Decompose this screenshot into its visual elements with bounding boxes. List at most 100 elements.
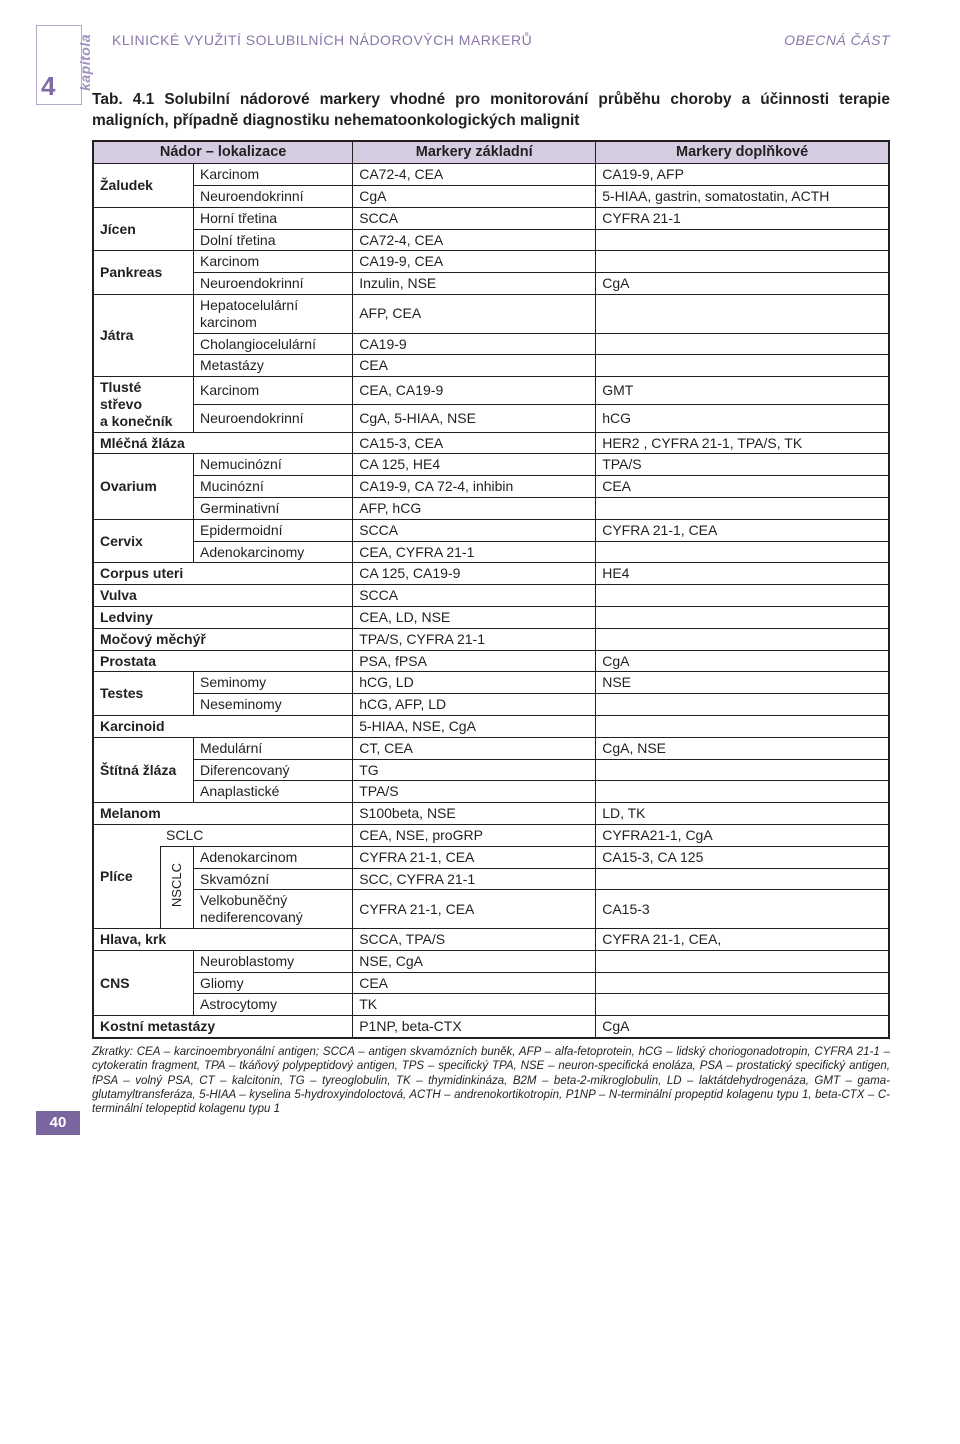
cell: Epidermoidní (194, 519, 353, 541)
cell: hCG, AFP, LD (353, 694, 596, 716)
cell (596, 868, 889, 890)
cell: S100beta, NSE (353, 803, 596, 825)
cell: CgA, NSE (596, 737, 889, 759)
cell: CgA (596, 650, 889, 672)
cell: CEA (596, 476, 889, 498)
table-caption: Tab. 4.1 Solubilní nádorové markery vhod… (92, 90, 890, 132)
cell: Cholangiocelulární (194, 333, 353, 355)
site-testes: Testes (93, 672, 194, 716)
cell (596, 994, 889, 1016)
table-row: CNS Neuroblastomy NSE, CgA (93, 950, 889, 972)
table-row: Prostata PSA, fPSA CgA (93, 650, 889, 672)
page-number: 40 (36, 1111, 80, 1135)
site-jatra: Játra (93, 295, 194, 377)
site-vulva: Vulva (93, 585, 353, 607)
cell: SCCA (353, 207, 596, 229)
cell: Neuroendokrinní (194, 186, 353, 208)
cell: CgA (596, 273, 889, 295)
cell: SCC, CYFRA 21-1 (353, 868, 596, 890)
cell (596, 694, 889, 716)
cell: 5-HIAA, gastrin, somatostatin, ACTH (596, 186, 889, 208)
cell: CA15-3, CA 125 (596, 846, 889, 868)
table-row: Testes Seminomy hCG, LD NSE (93, 672, 889, 694)
cell: Astrocytomy (194, 994, 353, 1016)
cell (596, 781, 889, 803)
running-head-left: KLINICKÉ VYUŽITÍ SOLUBILNÍCH NÁDOROVÝCH … (112, 32, 532, 48)
cell: Hepatocelulární karcinom (194, 295, 353, 334)
cell (596, 972, 889, 994)
cell: CA72-4, CEA (353, 164, 596, 186)
cell: SCCA (353, 585, 596, 607)
cell: Skvamózní (194, 868, 353, 890)
cell (596, 628, 889, 650)
table-row: Melanom S100beta, NSE LD, TK (93, 803, 889, 825)
cell: CgA (596, 1016, 889, 1038)
cell: CYFRA 21-1, CEA, (596, 928, 889, 950)
site-plice: Plíce (93, 824, 160, 928)
running-head: KLINICKÉ VYUŽITÍ SOLUBILNÍCH NÁDOROVÝCH … (112, 32, 890, 48)
th-site: Nádor – lokalizace (93, 141, 353, 164)
table-row: NSCLC Adenokarcinom CYFRA 21-1, CEA CA15… (93, 846, 889, 868)
site-corpus: Corpus uteri (93, 563, 353, 585)
table-row: Hlava, krk SCCA, TPA/S CYFRA 21-1, CEA, (93, 928, 889, 950)
cell: Dolní třetina (194, 229, 353, 251)
cell: CA 125, CA19-9 (353, 563, 596, 585)
site-cns: CNS (93, 950, 194, 1015)
site-melanom: Melanom (93, 803, 353, 825)
running-head-right: OBECNÁ ČÁST (784, 32, 890, 48)
cell (596, 950, 889, 972)
site-stitna: Štítná žláza (93, 737, 194, 802)
table-row: Neseminomy hCG, AFP, LD (93, 694, 889, 716)
cell: NSE (596, 672, 889, 694)
site-jicen: Jícen (93, 207, 194, 251)
cell: CT, CEA (353, 737, 596, 759)
cell: CEA, CA19-9 (353, 377, 596, 405)
cell (596, 759, 889, 781)
cell: SCCA (353, 519, 596, 541)
table-row: Neuroendokrinní CgA 5-HIAA, gastrin, som… (93, 186, 889, 208)
table-row: Germinativní AFP, hCG (93, 497, 889, 519)
cell: Anaplastické (194, 781, 353, 803)
cell (596, 497, 889, 519)
table-row: Anaplastické TPA/S (93, 781, 889, 803)
table-row: Cholangiocelulární CA19-9 (93, 333, 889, 355)
cell: HE4 (596, 563, 889, 585)
table-row: Diferencovaný TG (93, 759, 889, 781)
table-row: Karcinoid 5-HIAA, NSE, CgA (93, 715, 889, 737)
cell: CgA, 5-HIAA, NSE (353, 404, 596, 432)
cell: Neuroblastomy (194, 950, 353, 972)
table-row: Játra Hepatocelulární karcinom AFP, CEA (93, 295, 889, 334)
cell: AFP, hCG (353, 497, 596, 519)
cell: CYFRA 21-1, CEA (353, 846, 596, 868)
cell: Nemucinózní (194, 454, 353, 476)
markers-table: Nádor – lokalizace Markery základní Mark… (92, 140, 890, 1039)
cell (596, 355, 889, 377)
nsclc-label: NSCLC (160, 846, 194, 928)
cell (596, 606, 889, 628)
cell: TK (353, 994, 596, 1016)
site-moc: Močový měchýř (93, 628, 353, 650)
cell: SCCA, TPA/S (353, 928, 596, 950)
cell: CgA (353, 186, 596, 208)
cell: TPA/S, CYFRA 21-1 (353, 628, 596, 650)
table-row: Vulva SCCA (93, 585, 889, 607)
cell: CA19-9 (353, 333, 596, 355)
cell (596, 295, 889, 334)
chapter-tab: kapitola 4 (36, 25, 82, 105)
cell: Mucinózní (194, 476, 353, 498)
cell: 5-HIAA, NSE, CgA (353, 715, 596, 737)
cell: CYFRA 21-1, CEA (596, 519, 889, 541)
cell (596, 585, 889, 607)
cell: Karcinom (194, 251, 353, 273)
cell (596, 229, 889, 251)
cell: Metastázy (194, 355, 353, 377)
cell: TPA/S (596, 454, 889, 476)
cell: NSE, CgA (353, 950, 596, 972)
cell: P1NP, beta-CTX (353, 1016, 596, 1038)
cell: Germinativní (194, 497, 353, 519)
table-row: Astrocytomy TK (93, 994, 889, 1016)
cell: Inzulin, NSE (353, 273, 596, 295)
cell: HER2 , CYFRA 21-1, TPA/S, TK (596, 432, 889, 454)
cell: GMT (596, 377, 889, 405)
cell (596, 715, 889, 737)
